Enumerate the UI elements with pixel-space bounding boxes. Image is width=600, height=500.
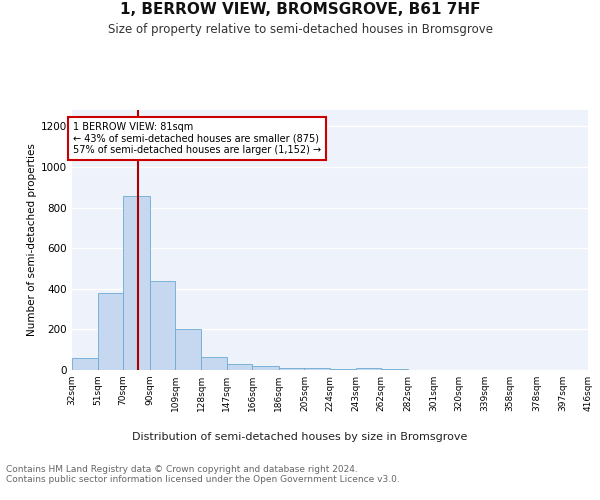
Text: Contains HM Land Registry data © Crown copyright and database right 2024.
Contai: Contains HM Land Registry data © Crown c… xyxy=(6,465,400,484)
Bar xyxy=(227,364,252,370)
Text: Size of property relative to semi-detached houses in Bromsgrove: Size of property relative to semi-detach… xyxy=(107,22,493,36)
Text: 1 BERROW VIEW: 81sqm
← 43% of semi-detached houses are smaller (875)
57% of semi: 1 BERROW VIEW: 81sqm ← 43% of semi-detac… xyxy=(73,122,322,156)
Bar xyxy=(330,369,356,370)
Bar xyxy=(356,368,381,370)
Text: 1, BERROW VIEW, BROMSGROVE, B61 7HF: 1, BERROW VIEW, BROMSGROVE, B61 7HF xyxy=(120,2,480,18)
Bar xyxy=(72,358,98,370)
Bar xyxy=(304,368,330,370)
Bar xyxy=(201,357,227,370)
Bar xyxy=(150,280,175,370)
Bar xyxy=(98,293,123,370)
Bar xyxy=(123,196,150,370)
Text: Distribution of semi-detached houses by size in Bromsgrove: Distribution of semi-detached houses by … xyxy=(133,432,467,442)
Bar xyxy=(252,366,279,370)
Y-axis label: Number of semi-detached properties: Number of semi-detached properties xyxy=(27,144,37,336)
Bar xyxy=(175,330,201,370)
Bar xyxy=(279,368,304,370)
